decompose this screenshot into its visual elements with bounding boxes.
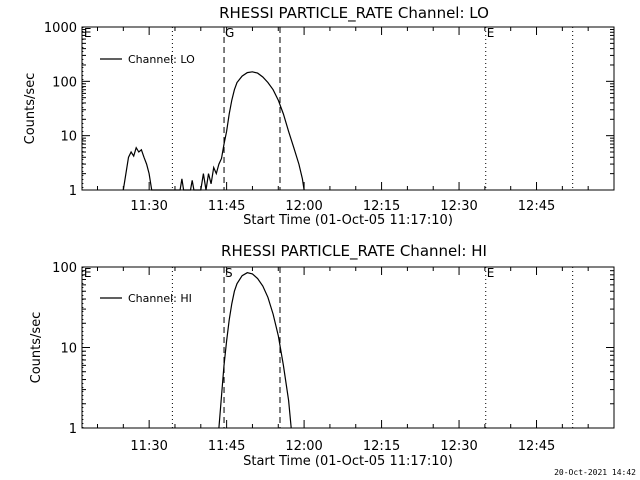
marker-label: E bbox=[487, 26, 495, 40]
x-axis-label: Start Time (01-Oct-05 11:17:10) bbox=[243, 213, 453, 228]
legend-label: Channel: LO bbox=[128, 53, 195, 66]
chart-title: RHESSI PARTICLE_RATE Channel: LO bbox=[219, 4, 489, 23]
legend-label: Channel: HI bbox=[128, 292, 192, 305]
marker-label: E bbox=[487, 266, 495, 280]
panel-lo: RHESSI PARTICLE_RATE Channel: LO 11:30 11:… bbox=[23, 4, 615, 228]
plot-frame bbox=[81, 26, 615, 191]
marker-label: E bbox=[84, 26, 92, 40]
y-tick-label: 10 bbox=[60, 130, 77, 145]
marker-label: S bbox=[225, 266, 233, 280]
y-tick-label: 1 bbox=[69, 184, 77, 199]
marker-label: E bbox=[84, 266, 92, 280]
y-axis-label: Counts/sec bbox=[23, 73, 38, 145]
y-tick-label: 10 bbox=[60, 342, 77, 357]
x-tick-label: 11:30 bbox=[130, 439, 167, 454]
marker-label: G bbox=[225, 26, 234, 40]
y-tick-label: 100 bbox=[52, 261, 77, 276]
x-tick-label: 12:45 bbox=[518, 439, 555, 454]
y-tick-label: 1000 bbox=[44, 21, 77, 36]
footer-timestamp: 20-Oct-2021 14:42 bbox=[554, 468, 636, 477]
x-axis-label: Start Time (01-Oct-05 11:17:10) bbox=[243, 454, 453, 469]
x-tick-label: 12:15 bbox=[363, 199, 400, 214]
y-tick-label: 100 bbox=[52, 75, 77, 90]
series-line bbox=[122, 71, 305, 191]
x-tick-label: 12:45 bbox=[518, 199, 555, 214]
x-tick-label: 12:30 bbox=[440, 199, 477, 214]
x-tick-label: 12:00 bbox=[285, 439, 322, 454]
x-tick-label: 12:30 bbox=[440, 439, 477, 454]
y-tick-label: 1 bbox=[69, 422, 77, 437]
x-tick-label: 12:00 bbox=[285, 199, 322, 214]
x-tick-label: 11:45 bbox=[208, 199, 245, 214]
panel-hi: RHESSI PARTICLE_RATE Channel: HI 11:30 11:… bbox=[29, 242, 615, 469]
x-tick-label: 11:45 bbox=[208, 439, 245, 454]
x-tick-label: 11:30 bbox=[130, 199, 167, 214]
x-tick-label: 12:15 bbox=[363, 439, 400, 454]
y-axis-label: Counts/sec bbox=[29, 312, 44, 384]
chart-title: RHESSI PARTICLE_RATE Channel: HI bbox=[221, 242, 487, 261]
series-line bbox=[218, 272, 292, 429]
